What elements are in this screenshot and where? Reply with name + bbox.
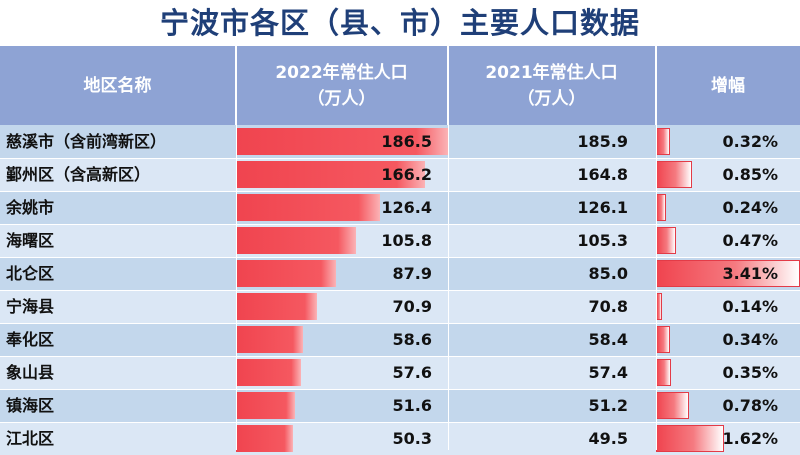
pop-2021-value: 49.5 — [588, 429, 628, 448]
header-growth: 增幅 — [656, 46, 800, 125]
row-divider — [0, 356, 800, 357]
table-row: 象山县 57.6 57.4 0.35% — [0, 356, 800, 389]
pop-2021-value: 51.2 — [588, 396, 628, 415]
region-name: 镇海区 — [6, 396, 55, 415]
pop-2021-value: 185.9 — [577, 132, 628, 151]
pop-2022-bar — [236, 293, 317, 320]
pop-2022-value: 186.5 — [381, 132, 432, 151]
pop-2021-value: 57.4 — [588, 363, 628, 382]
table-row: 慈溪市（含前湾新区） 186.5 185.9 0.32% — [0, 125, 800, 158]
region-name: 江北区 — [6, 429, 55, 448]
region-name: 北仑区 — [6, 264, 55, 283]
pop-2022-bar — [236, 392, 295, 419]
region-name: 海曙区 — [6, 231, 55, 250]
growth-value: 0.47% — [722, 231, 778, 250]
population-table: 地区名称 2022年常住人口 （万人） 2021年常住人口 （万人） 增幅 慈溪市（… — [0, 46, 800, 455]
pop-2021-value: 58.4 — [588, 330, 628, 349]
pop-2022-value: 51.6 — [392, 396, 432, 415]
table-row: 北仑区 87.9 85.0 3.41% — [0, 257, 800, 290]
region-name: 鄞州区（含高新区） — [6, 165, 151, 184]
growth-bar — [656, 392, 689, 419]
growth-value: 0.24% — [722, 198, 778, 217]
pop-2022-value: 166.2 — [381, 165, 432, 184]
region-name: 宁海县 — [6, 297, 55, 316]
pop-2022-bar — [236, 161, 425, 188]
pop-2022-value: 57.6 — [392, 363, 432, 382]
table-row: 江北区 50.3 49.5 1.62% — [0, 422, 800, 455]
row-divider — [0, 422, 800, 423]
growth-bar — [656, 161, 692, 188]
pop-2022-bar — [236, 128, 448, 155]
growth-value: 1.62% — [722, 429, 778, 448]
pop-2022-bar — [236, 326, 303, 353]
row-divider — [0, 389, 800, 390]
pop-2021-value: 85.0 — [588, 264, 628, 283]
row-divider — [0, 323, 800, 324]
pop-2022-bar — [236, 227, 357, 254]
growth-value: 0.14% — [722, 297, 778, 316]
pop-2022-bar — [236, 425, 294, 452]
row-divider — [0, 224, 800, 225]
pop-2022-value: 70.9 — [392, 297, 432, 316]
column-divider — [236, 46, 237, 450]
pop-2021-value: 70.8 — [588, 297, 628, 316]
pop-2022-bar — [236, 260, 336, 287]
row-divider — [0, 191, 800, 192]
column-divider — [448, 46, 449, 450]
table-row: 镇海区 51.6 51.2 0.78% — [0, 389, 800, 422]
growth-value: 0.35% — [722, 363, 778, 382]
pop-2021-value: 126.1 — [577, 198, 628, 217]
region-name: 余姚市 — [6, 198, 55, 217]
growth-value: 0.78% — [722, 396, 778, 415]
pop-2022-value: 58.6 — [392, 330, 432, 349]
pop-2022-bar — [236, 359, 302, 386]
table-row: 鄞州区（含高新区） 166.2 164.8 0.85% — [0, 158, 800, 191]
header-pop-2021: 2021年常住人口 （万人） — [448, 46, 656, 125]
header-region-name: 地区名称 — [0, 46, 236, 125]
pop-2021-value: 164.8 — [577, 165, 628, 184]
row-divider — [0, 290, 800, 291]
growth-value: 0.32% — [722, 132, 778, 151]
growth-bar — [656, 425, 725, 452]
pop-2022-bar — [236, 194, 380, 221]
pop-2022-value: 105.8 — [381, 231, 432, 250]
row-divider — [0, 158, 800, 159]
pop-2022-value: 126.4 — [381, 198, 432, 217]
table-row: 宁海县 70.9 70.8 0.14% — [0, 290, 800, 323]
pop-2021-value: 105.3 — [577, 231, 628, 250]
growth-value: 0.85% — [722, 165, 778, 184]
pop-2022-value: 87.9 — [392, 264, 432, 283]
pop-2022-value: 50.3 — [392, 429, 432, 448]
growth-value: 3.41% — [722, 264, 778, 283]
growth-value: 0.34% — [722, 330, 778, 349]
page-title: 宁波市各区（县、市）主要人口数据 — [159, 6, 640, 40]
table-row: 奉化区 58.6 58.4 0.34% — [0, 323, 800, 356]
header-pop-2022: 2022年常住人口 （万人） — [236, 46, 448, 125]
region-name: 奉化区 — [6, 330, 55, 349]
column-divider — [656, 46, 657, 450]
region-name: 慈溪市（含前湾新区） — [6, 132, 167, 151]
row-divider — [0, 257, 800, 258]
table-row: 海曙区 105.8 105.3 0.47% — [0, 224, 800, 257]
table-row: 余姚市 126.4 126.1 0.24% — [0, 191, 800, 224]
region-name: 象山县 — [6, 363, 55, 382]
